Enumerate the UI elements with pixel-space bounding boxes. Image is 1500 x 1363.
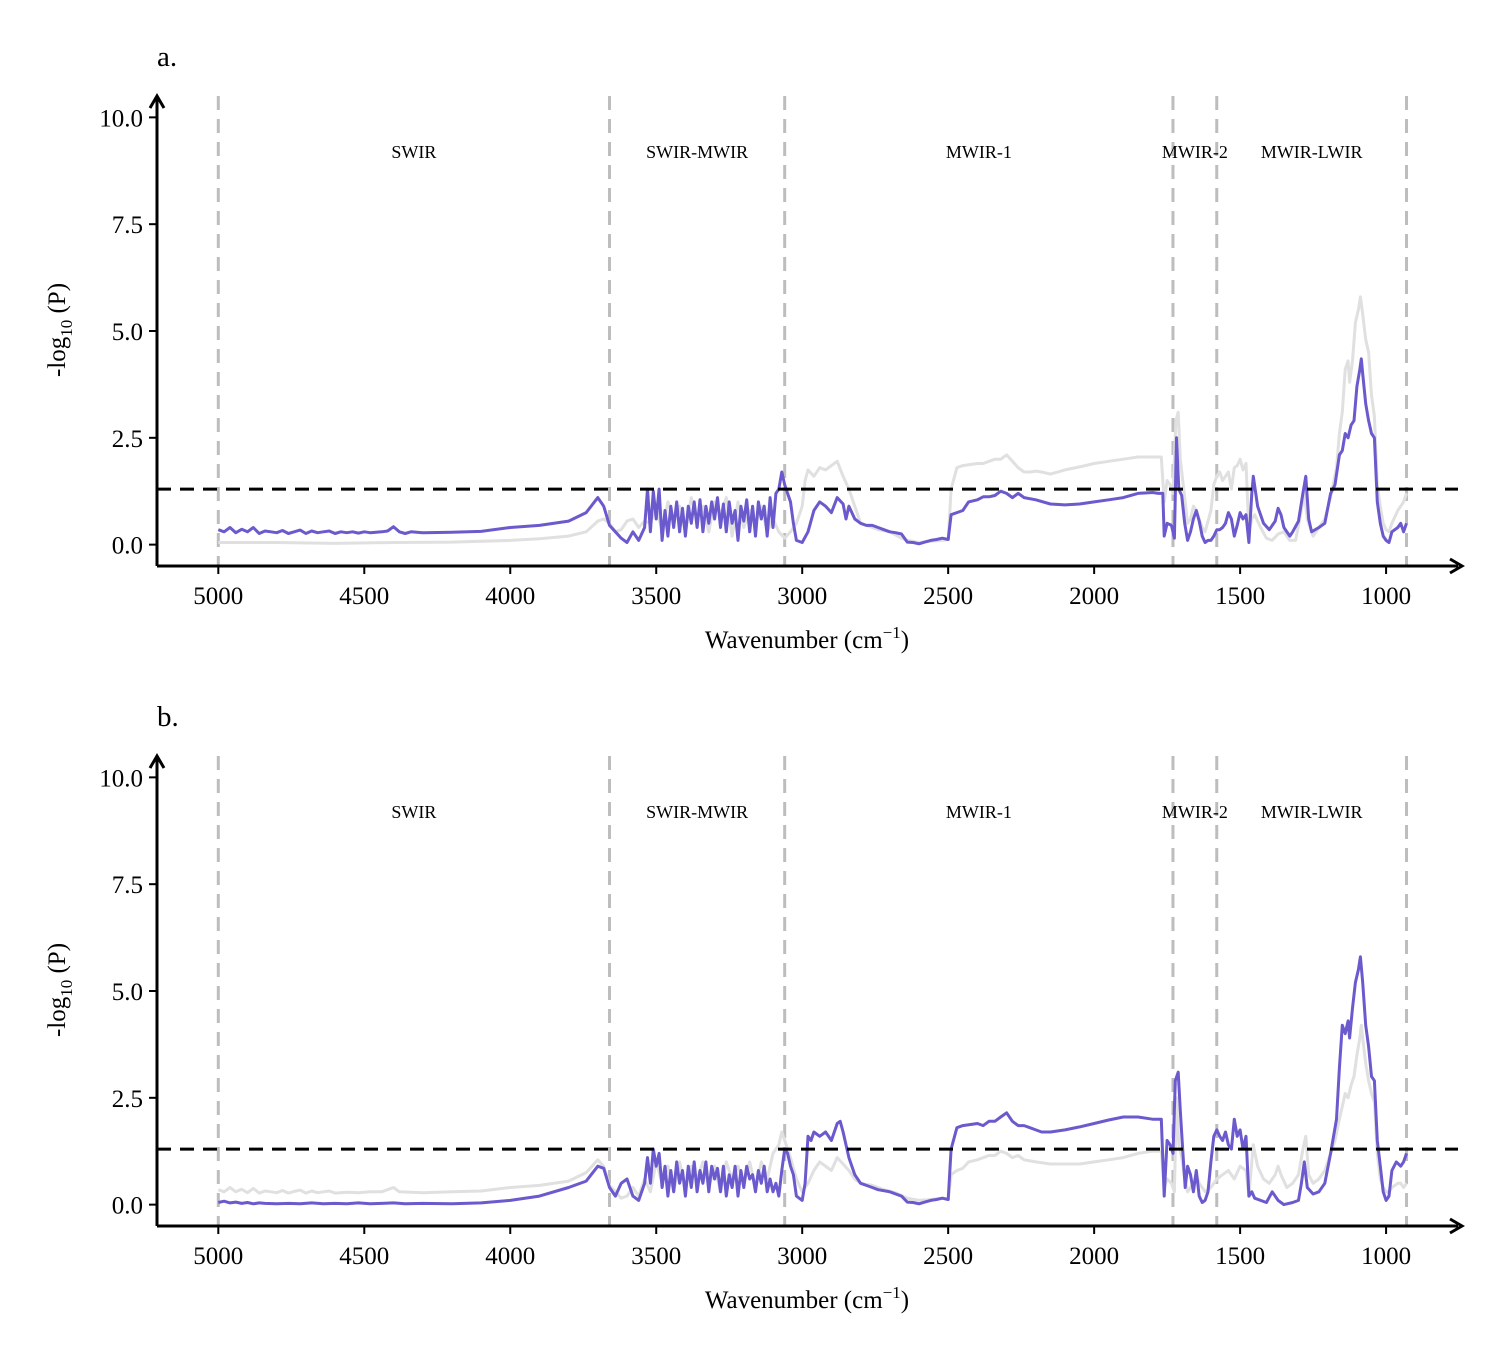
region-label: SWIR	[391, 142, 436, 162]
series-primary-line	[217, 955, 1408, 1207]
x-axis-arrow	[1449, 557, 1465, 575]
x-tick-label: 4500	[339, 583, 389, 610]
y-tick-label: 2.5	[112, 1086, 143, 1113]
region-label: MWIR-LWIR	[1261, 142, 1363, 162]
plot-area	[217, 955, 1408, 1207]
x-tick-label: 3500	[631, 583, 681, 610]
y-axis-arrow	[148, 753, 166, 769]
y-axis-title: -log10 (P)	[44, 943, 76, 1037]
y-axis: 0.0 2.5 5.0 7.5 10.0	[99, 93, 166, 566]
x-tick-label: 2000	[1069, 583, 1119, 610]
region-labels: SWIR SWIR-MWIR MWIR-1 MWIR-2 MWIR-LWIR	[391, 802, 1362, 822]
region-dividers	[216, 756, 1409, 1226]
x-axis-title: Wavenumber (cm−1)	[705, 1283, 909, 1314]
region-dividers	[216, 96, 1409, 566]
region-label: SWIR-MWIR	[646, 802, 748, 822]
y-tick-label: 5.0	[112, 979, 143, 1006]
panel-tag: b.	[157, 701, 179, 733]
panel-tag: a.	[157, 41, 177, 73]
y-tick-label: 7.5	[112, 212, 143, 239]
x-axis-title: Wavenumber (cm−1)	[705, 623, 909, 654]
region-label: MWIR-2	[1162, 802, 1228, 822]
x-axis-arrow	[1449, 1217, 1465, 1235]
region-label: SWIR	[391, 802, 436, 822]
y-tick-label: 10.0	[99, 105, 143, 132]
series-background-line	[218, 295, 1408, 545]
x-tick-label: 4000	[485, 1243, 535, 1270]
x-axis: 5000 4500 4000 3500 3000 2500 2000 1500 1000	[157, 557, 1465, 610]
x-tick-label: 5000	[193, 583, 243, 610]
panel-b: b. SWIR SWIR-MWIR MWIR-1 MWIR-2 MWIR-LWIR 50…	[44, 701, 1465, 1314]
x-tick-label: 2500	[923, 1243, 973, 1270]
x-tick-label: 1500	[1215, 583, 1265, 610]
panel-a: a. SWIR SWIR-MWIR MWIR-1 MWIR-2 MWIR-LWIR 50…	[44, 41, 1465, 654]
x-tick-label: 4500	[339, 1243, 389, 1270]
region-labels: SWIR SWIR-MWIR MWIR-1 MWIR-2 MWIR-LWIR	[391, 142, 1362, 162]
x-axis: 5000 4500 4000 3500 3000 2500 2000 1500 1000	[157, 1217, 1465, 1270]
series-background-line	[217, 1023, 1408, 1202]
plot-area	[217, 295, 1408, 546]
y-tick-label: 0.0	[112, 1193, 143, 1220]
x-tick-label: 2500	[923, 583, 973, 610]
y-axis-title: -log10 (P)	[44, 283, 76, 377]
y-tick-label: 0.0	[112, 533, 143, 560]
x-tick-label: 3000	[777, 1243, 827, 1270]
region-label: SWIR-MWIR	[646, 142, 748, 162]
region-label: MWIR-1	[946, 142, 1012, 162]
region-label: MWIR-LWIR	[1261, 802, 1363, 822]
region-label: MWIR-2	[1162, 142, 1228, 162]
x-tick-label: 2000	[1069, 1243, 1119, 1270]
x-tick-label: 1000	[1361, 583, 1411, 610]
series-primary-line	[217, 357, 1408, 546]
x-tick-label: 5000	[193, 1243, 243, 1270]
y-tick-label: 7.5	[112, 872, 143, 899]
y-tick-label: 2.5	[112, 426, 143, 453]
x-tick-label: 4000	[485, 583, 535, 610]
x-tick-label: 1500	[1215, 1243, 1265, 1270]
y-axis: 0.0 2.5 5.0 7.5 10.0	[99, 753, 166, 1226]
x-tick-label: 1000	[1361, 1243, 1411, 1270]
y-tick-label: 10.0	[99, 765, 143, 792]
y-tick-label: 5.0	[112, 319, 143, 346]
y-axis-arrow	[148, 93, 166, 109]
x-tick-label: 3500	[631, 1243, 681, 1270]
x-tick-label: 3000	[777, 583, 827, 610]
region-label: MWIR-1	[946, 802, 1012, 822]
